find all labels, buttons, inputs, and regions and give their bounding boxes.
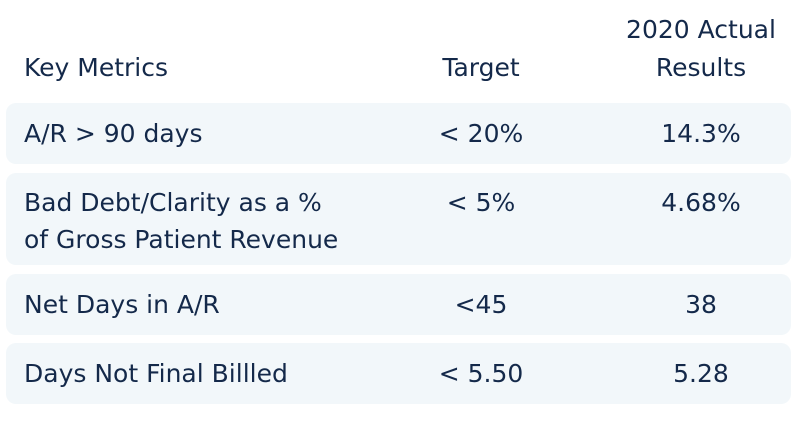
key-metrics-table: Key Metrics Target 2020 Actual Results A… xyxy=(6,0,791,423)
header-key-metrics: Key Metrics xyxy=(24,53,169,82)
metric-cell: Net Days in A/R xyxy=(24,290,220,319)
target-cell: <45 xyxy=(454,290,508,319)
table-row: A/R > 90 days < 20% 14.3% xyxy=(6,103,791,164)
header-target: Target xyxy=(442,53,520,82)
table-row: Bad Debt/Clarity as a % of Gross Patient… xyxy=(6,173,791,265)
header-actual-line2: Results xyxy=(655,53,747,82)
metric-cell: Bad Debt/Clarity as a % of Gross Patient… xyxy=(24,184,404,258)
metric-line2: of Gross Patient Revenue xyxy=(24,225,339,254)
target-cell: < 5% xyxy=(446,188,516,217)
table-row: Days Not Final Billled < 5.50 5.28 xyxy=(6,343,791,404)
actual-cell: 4.68% xyxy=(661,188,741,217)
header-actual-line1: 2020 Actual xyxy=(626,15,776,44)
table-header-row: Key Metrics Target 2020 Actual Results xyxy=(6,0,791,100)
metric-cell: Days Not Final Billled xyxy=(24,359,288,388)
metric-cell: A/R > 90 days xyxy=(24,119,203,148)
actual-cell: 5.28 xyxy=(673,359,729,388)
actual-cell: 14.3% xyxy=(661,119,741,148)
actual-cell: 38 xyxy=(685,290,717,319)
target-cell: < 5.50 xyxy=(438,359,524,388)
header-actual-results: 2020 Actual Results xyxy=(596,11,800,87)
table-row: Net Days in A/R <45 38 xyxy=(6,274,791,335)
target-cell: < 20% xyxy=(438,119,524,148)
metric-line1: Bad Debt/Clarity as a % xyxy=(24,188,322,217)
